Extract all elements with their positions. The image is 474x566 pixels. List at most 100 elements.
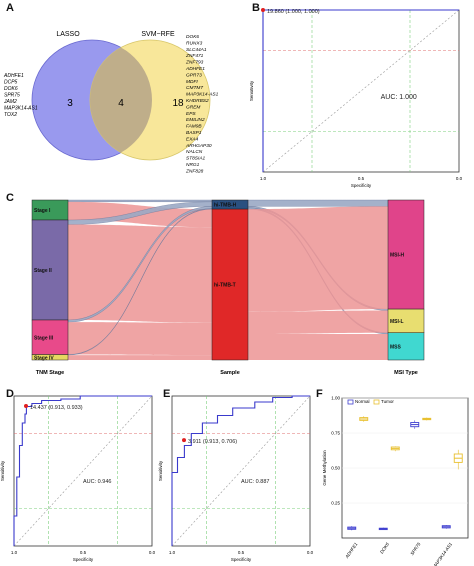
x-axis-label: Specificity (351, 183, 372, 188)
sankey-chart: Stage I Stage II Stage III Stage IV hi-TMB-H… (31, 199, 425, 376)
venn-right-gene: ZNF828 (185, 168, 204, 174)
legend-label: Normal (355, 399, 370, 404)
y-axis-label: Sensitivity (0, 460, 5, 481)
sankey-flow (248, 310, 388, 334)
venn-overlap-count: 4 (118, 98, 124, 109)
venn-right-gene-list: DOK6RUNX3SLC44A1ZNF471ZNF793ADHFE1GPR73M… (185, 34, 219, 174)
diagonal-reference-line (171, 395, 311, 547)
venn-left-gene: MAP3K14-AS1 (4, 106, 38, 112)
plot-frame (262, 9, 460, 173)
auc-label: AUC: 0.887 (241, 479, 269, 485)
venn-diagram: LASSO SVM−RFE 3 4 18 ADHFE1DCP5DOK6SPR75… (3, 31, 219, 174)
x-tick-label: 0.5 (358, 176, 365, 181)
sankey-flow (248, 206, 388, 312)
venn-right-gene: GREM (186, 104, 200, 110)
x-tick-label: DOK6 (379, 541, 390, 554)
x-tick-label: MAP3K14-AS1 (432, 541, 454, 566)
legend-label: Tumor (381, 399, 394, 404)
sankey-node (31, 219, 69, 321)
venn-right-gene: SLC44A1 (186, 47, 207, 53)
venn-right-gene: NRG1 (186, 162, 200, 168)
legend-swatch (373, 399, 380, 405)
venn-right-gene: MAP3K14-AS1 (186, 92, 219, 98)
sankey-node-label: MSI-H (390, 253, 405, 259)
x-axis-label: Specificity (231, 557, 252, 562)
sankey-node (387, 332, 425, 361)
roc-chart-e: 3.911 (0.913, 0.706) AUC: 0.887 1.0 0.5 0.0 S… (158, 395, 314, 562)
sankey-node-label: Stage III (34, 335, 54, 341)
venn-right-gene: ST8SIA1 (186, 156, 206, 162)
sankey-node (387, 199, 425, 310)
venn-right-gene: GPR73 (186, 72, 202, 78)
y-tick-label: 1.00 (331, 396, 340, 401)
venn-right-gene: CMTM7 (186, 85, 203, 91)
venn-left-only-count: 3 (67, 98, 73, 109)
venn-right-gene: MDFI (186, 79, 198, 85)
auc-label: AUC: 0.946 (83, 479, 111, 485)
panel-label-e: E (163, 388, 171, 400)
venn-left-gene: TOX2 (4, 112, 17, 118)
venn-left-gene: ADHFE1 (3, 73, 24, 79)
sankey-flow (67, 199, 213, 202)
roc-curve-line (171, 395, 310, 546)
sankey-node-label: Stage IV (34, 355, 54, 361)
y-axis-label: Gene Methylation (322, 450, 327, 486)
sankey-flow (68, 224, 212, 323)
sankey-node (211, 208, 249, 361)
panel-label-b: B (252, 2, 260, 14)
legend-swatch (347, 399, 354, 405)
x-tick-label: 0.0 (456, 176, 463, 181)
sankey-flow (248, 334, 388, 360)
threshold-label: 14.437 (0.913, 0.933) (30, 405, 83, 411)
sankey-node-label: hi-TMB-H (214, 203, 237, 209)
threshold-point (24, 404, 29, 409)
panel-label-f: F (316, 388, 323, 400)
threshold-point (182, 438, 187, 443)
sankey-flow (68, 322, 212, 356)
venn-overlap (90, 40, 152, 160)
y-axis-label: Sensitivity (158, 460, 163, 481)
sankey-node-label: MSI-L (390, 319, 404, 325)
x-tick-label: 0.0 (149, 550, 156, 555)
venn-right-only-count: 18 (172, 98, 184, 109)
venn-right-gene: EPS (186, 111, 196, 117)
venn-right-gene: BASP1 (186, 130, 202, 136)
threshold-label: 3.911 (0.913, 0.706) (188, 439, 237, 445)
sankey-flow (68, 355, 212, 360)
boxplot-chart: 0.25 0.50 0.75 1.00 Gene Methylation ADHFE1 DO… (322, 396, 469, 566)
sankey-node (31, 354, 69, 361)
panel-label-a: A (6, 2, 14, 14)
venn-right-gene: ZNF793 (185, 60, 204, 66)
venn-right-gene: KHDRBS2 (186, 98, 209, 104)
sankey-node-label: Stage I (34, 208, 51, 214)
auc-label: AUC: 1.000 (381, 94, 417, 101)
roc-curve-line (13, 395, 152, 546)
x-tick-label: 1.0 (11, 550, 18, 555)
venn-left-gene: DCP5 (4, 80, 18, 86)
roc-chart-b: 19.860 (1.000, 1.000) AUC: 1.000 1.0 0.5 0.0… (250, 8, 463, 188)
y-tick-label: 0.75 (331, 431, 340, 436)
venn-right-gene: EMILIN2 (186, 117, 205, 123)
sankey-axis-label: MSI Type (394, 370, 418, 376)
x-tick-label: 0.0 (307, 550, 314, 555)
x-tick-label: 0.5 (238, 550, 245, 555)
threshold-point (261, 8, 265, 12)
venn-right-gene: EXA4 (186, 136, 199, 142)
y-tick-label: 0.25 (331, 501, 340, 506)
sankey-node-label: hi-TMB-T (214, 283, 236, 289)
venn-right-label: SVM−RFE (141, 31, 175, 38)
y-axis-label: Sensitivity (250, 80, 254, 101)
venn-left-gene: JAM2 (3, 99, 17, 105)
panel-label-d: D (6, 388, 14, 400)
venn-right-gene: RUNX3 (186, 40, 203, 46)
x-tick-label: SPR75 (409, 541, 422, 556)
venn-right-gene: DOK6 (186, 34, 199, 40)
venn-right-gene: ZNF471 (185, 53, 204, 59)
sankey-node-label: Stage II (34, 268, 52, 274)
venn-right-gene: FAM9B (186, 124, 202, 130)
y-tick-label: 0.50 (331, 466, 340, 471)
venn-left-gene: SPR75 (4, 93, 20, 99)
venn-left-label: LASSO (56, 31, 80, 38)
x-axis-label: Specificity (73, 557, 94, 562)
